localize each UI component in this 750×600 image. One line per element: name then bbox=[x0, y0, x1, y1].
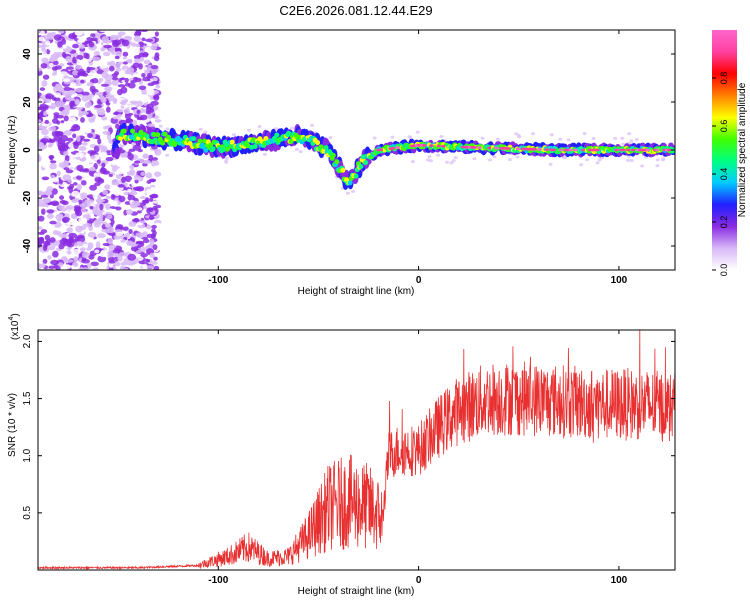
y-tick-label: 2.0 bbox=[22, 334, 33, 348]
x-tick-label: 0 bbox=[416, 275, 422, 286]
x-tick-label: 100 bbox=[611, 575, 628, 586]
colorbar-tick-label: 0.0 bbox=[719, 264, 729, 277]
y-tick-label: 1.0 bbox=[22, 448, 33, 462]
colorbar-axes: 0.0 0.2 0.4 0.6 0.8 bbox=[712, 72, 729, 277]
colorbar-label: Normalized spectral amplitude bbox=[737, 82, 748, 217]
spectrogram-layer bbox=[38, 30, 675, 270]
snr-line bbox=[38, 330, 675, 570]
snr-layer bbox=[38, 330, 675, 570]
y-tick-label: 1.5 bbox=[22, 391, 33, 405]
snr-frame bbox=[37, 329, 676, 571]
colorbar-tick-label: 0.8 bbox=[719, 72, 729, 85]
y-tick-label: -20 bbox=[22, 190, 33, 205]
spectrogram-ylabel: Frequency (Hz) bbox=[7, 116, 18, 185]
spectrogram-axes: -100 0 100 -40 -20 0 20 40 bbox=[22, 30, 675, 286]
spectrogram-xlabel: Height of straight line (km) bbox=[298, 286, 415, 297]
colorbar-tick-label: 0.6 bbox=[719, 120, 729, 133]
colorbar-tick-label: 0.4 bbox=[719, 168, 729, 181]
x-tick-label: 0 bbox=[416, 575, 422, 586]
x-tick-label: -100 bbox=[208, 575, 228, 586]
colorbar bbox=[712, 30, 737, 270]
snr-multiplier-base: (x10 bbox=[10, 320, 21, 340]
y-tick-label: 0.5 bbox=[22, 505, 33, 519]
y-tick-label: 20 bbox=[22, 96, 33, 108]
snr-ylabel: SNR (10 * v/v) bbox=[7, 393, 18, 457]
y-tick-label: -40 bbox=[22, 238, 33, 253]
snr-xlabel: Height of straight line (km) bbox=[298, 586, 415, 597]
y-tick-label: 0 bbox=[22, 147, 33, 153]
y-tick-label: 40 bbox=[22, 48, 33, 60]
snr-multiplier-exp: 4 bbox=[8, 317, 15, 321]
colorbar-tick-label: 0.2 bbox=[719, 216, 729, 229]
x-tick-label: -100 bbox=[208, 275, 228, 286]
snr-multiplier: (x104) bbox=[8, 313, 21, 340]
x-tick-label: 100 bbox=[611, 275, 628, 286]
svg-text:(x104): (x104) bbox=[8, 313, 21, 340]
snr-axes: -100 0 100 0.5 1.0 1.5 2.0 bbox=[22, 330, 675, 586]
chart-title: C2E6.2026.081.12.44.E29 bbox=[279, 3, 432, 18]
